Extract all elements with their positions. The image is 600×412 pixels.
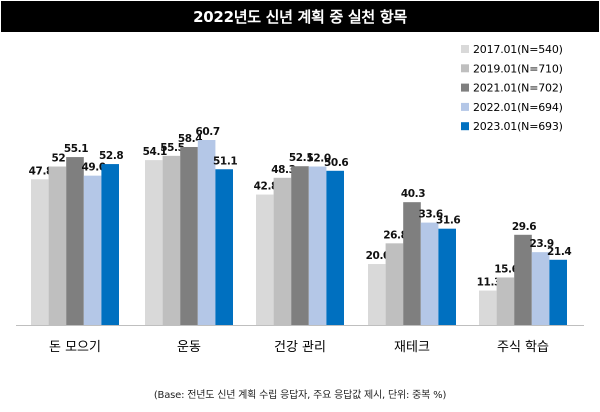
legend-label-3: 2022.01(N=694) <box>473 101 563 114</box>
data-label-3-4: 31.6 <box>436 215 460 227</box>
category-label-3: 재테크 <box>394 340 430 355</box>
data-label-0-3: 49.0 <box>81 162 105 174</box>
legend-swatch-3 <box>461 102 469 111</box>
bar-0-1 <box>48 166 67 325</box>
data-label-1-1: 55.5 <box>160 142 184 154</box>
data-label-2-4: 50.6 <box>324 157 348 169</box>
bar-2-2 <box>291 166 309 325</box>
bar-4-4 <box>549 259 567 325</box>
bar-3-4 <box>438 228 456 325</box>
data-label-3-3: 33.6 <box>418 209 442 221</box>
bar-3-2 <box>403 202 421 325</box>
bar-3-0 <box>368 264 386 325</box>
data-label-1-3: 60.7 <box>195 126 219 138</box>
bar-1-1 <box>162 155 181 325</box>
bar-2-0 <box>256 194 274 325</box>
legend-label-4: 2023.01(N=693) <box>473 120 563 133</box>
data-label-4-2: 29.6 <box>512 221 536 233</box>
bar-0-4 <box>101 164 119 325</box>
legend-swatch-0 <box>461 45 469 53</box>
category-label-4: 주식 학습 <box>497 340 549 355</box>
data-label-4-3: 23.9 <box>529 238 553 250</box>
bar-1-3 <box>197 140 216 325</box>
category-label-2: 건강 관리 <box>274 340 326 355</box>
bar-0-2 <box>66 157 84 325</box>
bar-4-0 <box>479 290 497 325</box>
data-label-1-4: 51.1 <box>213 155 237 167</box>
data-label-4-0: 11.3 <box>477 277 501 289</box>
data-label-3-0: 20.0 <box>366 250 390 262</box>
bar-1-4 <box>215 169 233 325</box>
data-label-2-1: 48.3 <box>271 164 295 176</box>
data-label-2-0: 42.8 <box>254 181 278 193</box>
bar-2-1 <box>273 177 292 325</box>
data-label-3-2: 40.3 <box>401 188 425 200</box>
bar-4-3 <box>531 252 550 325</box>
bar-3-1 <box>385 243 404 325</box>
data-label-3-1: 26.8 <box>383 229 407 241</box>
data-label-0-4: 52.8 <box>99 150 123 162</box>
legend-swatch-4 <box>461 122 469 131</box>
bar-1-0 <box>145 160 163 325</box>
category-label-1: 운동 <box>177 340 201 355</box>
bar-2-4 <box>326 170 344 325</box>
bar-0-0 <box>31 179 49 325</box>
data-label-0-0: 47.8 <box>29 165 53 177</box>
bar-1-2 <box>180 147 198 325</box>
bar-0-3 <box>83 175 102 325</box>
bar-4-1 <box>496 277 515 325</box>
bar-4-2 <box>514 234 532 325</box>
data-label-4-4: 21.4 <box>547 246 571 258</box>
data-label-4-1: 15.6 <box>494 263 518 275</box>
data-label-0-2: 55.1 <box>64 143 88 155</box>
legend-swatch-1 <box>461 64 469 73</box>
bar-3-3 <box>420 222 439 325</box>
legend-label-2: 2021.01(N=702) <box>473 82 563 95</box>
chart-title-bar: 2022년도 신년 계획 중 실천 항목 <box>1 1 599 32</box>
chart-title: 2022년도 신년 계획 중 실천 항목 <box>193 8 407 26</box>
data-label-0-1: 52 <box>51 153 65 165</box>
legend-label-1: 2019.01(N=710) <box>473 62 563 75</box>
data-label-2-2: 52.1 <box>289 152 313 164</box>
bar-2-3 <box>308 166 327 325</box>
data-label-1-2: 58.4 <box>178 133 202 145</box>
data-label-1-0: 54.1 <box>143 146 167 158</box>
footnote: (Base: 전년도 신년 계획 수립 응답자, 주요 응답값 제시, 단위: … <box>153 390 447 401</box>
legend-swatch-2 <box>461 83 469 92</box>
data-label-2-3: 52.0 <box>306 153 330 165</box>
category-label-0: 돈 모으기 <box>49 340 101 355</box>
legend-label-0: 2017.01(N=540) <box>473 43 563 56</box>
